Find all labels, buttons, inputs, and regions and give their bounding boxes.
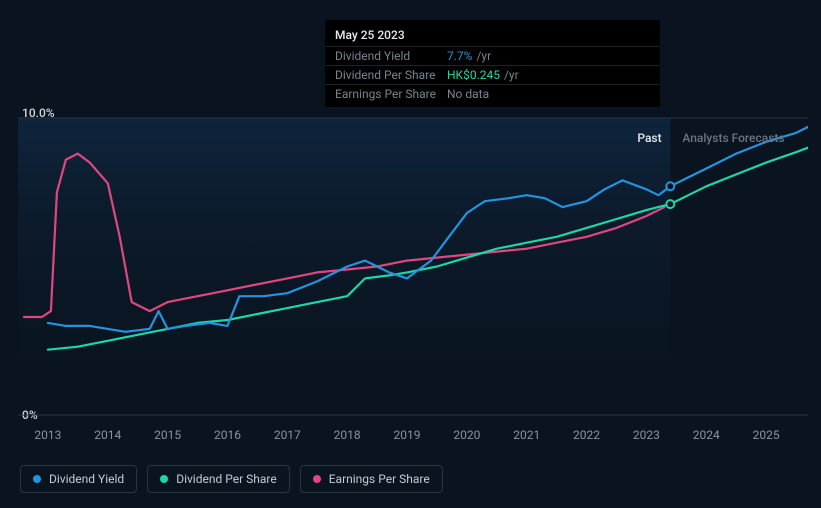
legend-dot-icon (33, 475, 41, 483)
tooltip-value: 7.7%/yr (447, 49, 491, 63)
tooltip-key: Dividend Yield (335, 49, 447, 63)
x-axis-year-label: 2023 (633, 428, 660, 442)
x-axis-year-label: 2018 (334, 428, 361, 442)
past-section-label: Past (637, 131, 661, 145)
x-axis-year-label: 2021 (513, 428, 540, 442)
x-axis-year-label: 2022 (573, 428, 600, 442)
tooltip-value: HK$0.245/yr (447, 68, 519, 82)
legend-label: Dividend Yield (49, 472, 124, 486)
chart-container: 10.0% 0% Past Analysts Forecasts 2013201… (0, 0, 821, 508)
x-axis-year-label: 2024 (693, 428, 720, 442)
tooltip-row: Dividend Yield7.7%/yr (325, 46, 660, 65)
chart-legend: Dividend Yield Dividend Per Share Earnin… (20, 465, 443, 493)
legend-item-dividend-per-share[interactable]: Dividend Per Share (147, 465, 290, 493)
tooltip-row: Dividend Per ShareHK$0.245/yr (325, 65, 660, 84)
x-axis-year-label: 2015 (154, 428, 181, 442)
x-axis-year-label: 2016 (214, 428, 241, 442)
forecast-section-label: Analysts Forecasts (682, 131, 784, 145)
x-axis-year-label: 2017 (274, 428, 301, 442)
chart-plot[interactable] (18, 115, 808, 418)
tooltip-key: Dividend Per Share (335, 68, 447, 82)
tooltip-date: May 25 2023 (325, 26, 660, 46)
series-marker-dividend-yield (666, 182, 674, 190)
legend-label: Dividend Per Share (176, 472, 277, 486)
x-axis-year-label: 2020 (453, 428, 480, 442)
legend-dot-icon (160, 475, 168, 483)
tooltip-row: Earnings Per ShareNo data (325, 84, 660, 103)
series-marker-dividend-per-share (666, 200, 674, 208)
x-axis-year-label: 2013 (34, 428, 61, 442)
x-axis-year-label: 2014 (94, 428, 121, 442)
legend-dot-icon (313, 475, 321, 483)
tooltip-value: No data (447, 87, 489, 101)
legend-label: Earnings Per Share (329, 472, 430, 486)
x-axis-year-label: 2025 (753, 428, 780, 442)
tooltip-key: Earnings Per Share (335, 87, 447, 101)
legend-item-dividend-yield[interactable]: Dividend Yield (20, 465, 137, 493)
chart-tooltip: May 25 2023 Dividend Yield7.7%/yrDividen… (325, 20, 660, 107)
x-axis-year-label: 2019 (394, 428, 421, 442)
legend-item-earnings-per-share[interactable]: Earnings Per Share (300, 465, 443, 493)
